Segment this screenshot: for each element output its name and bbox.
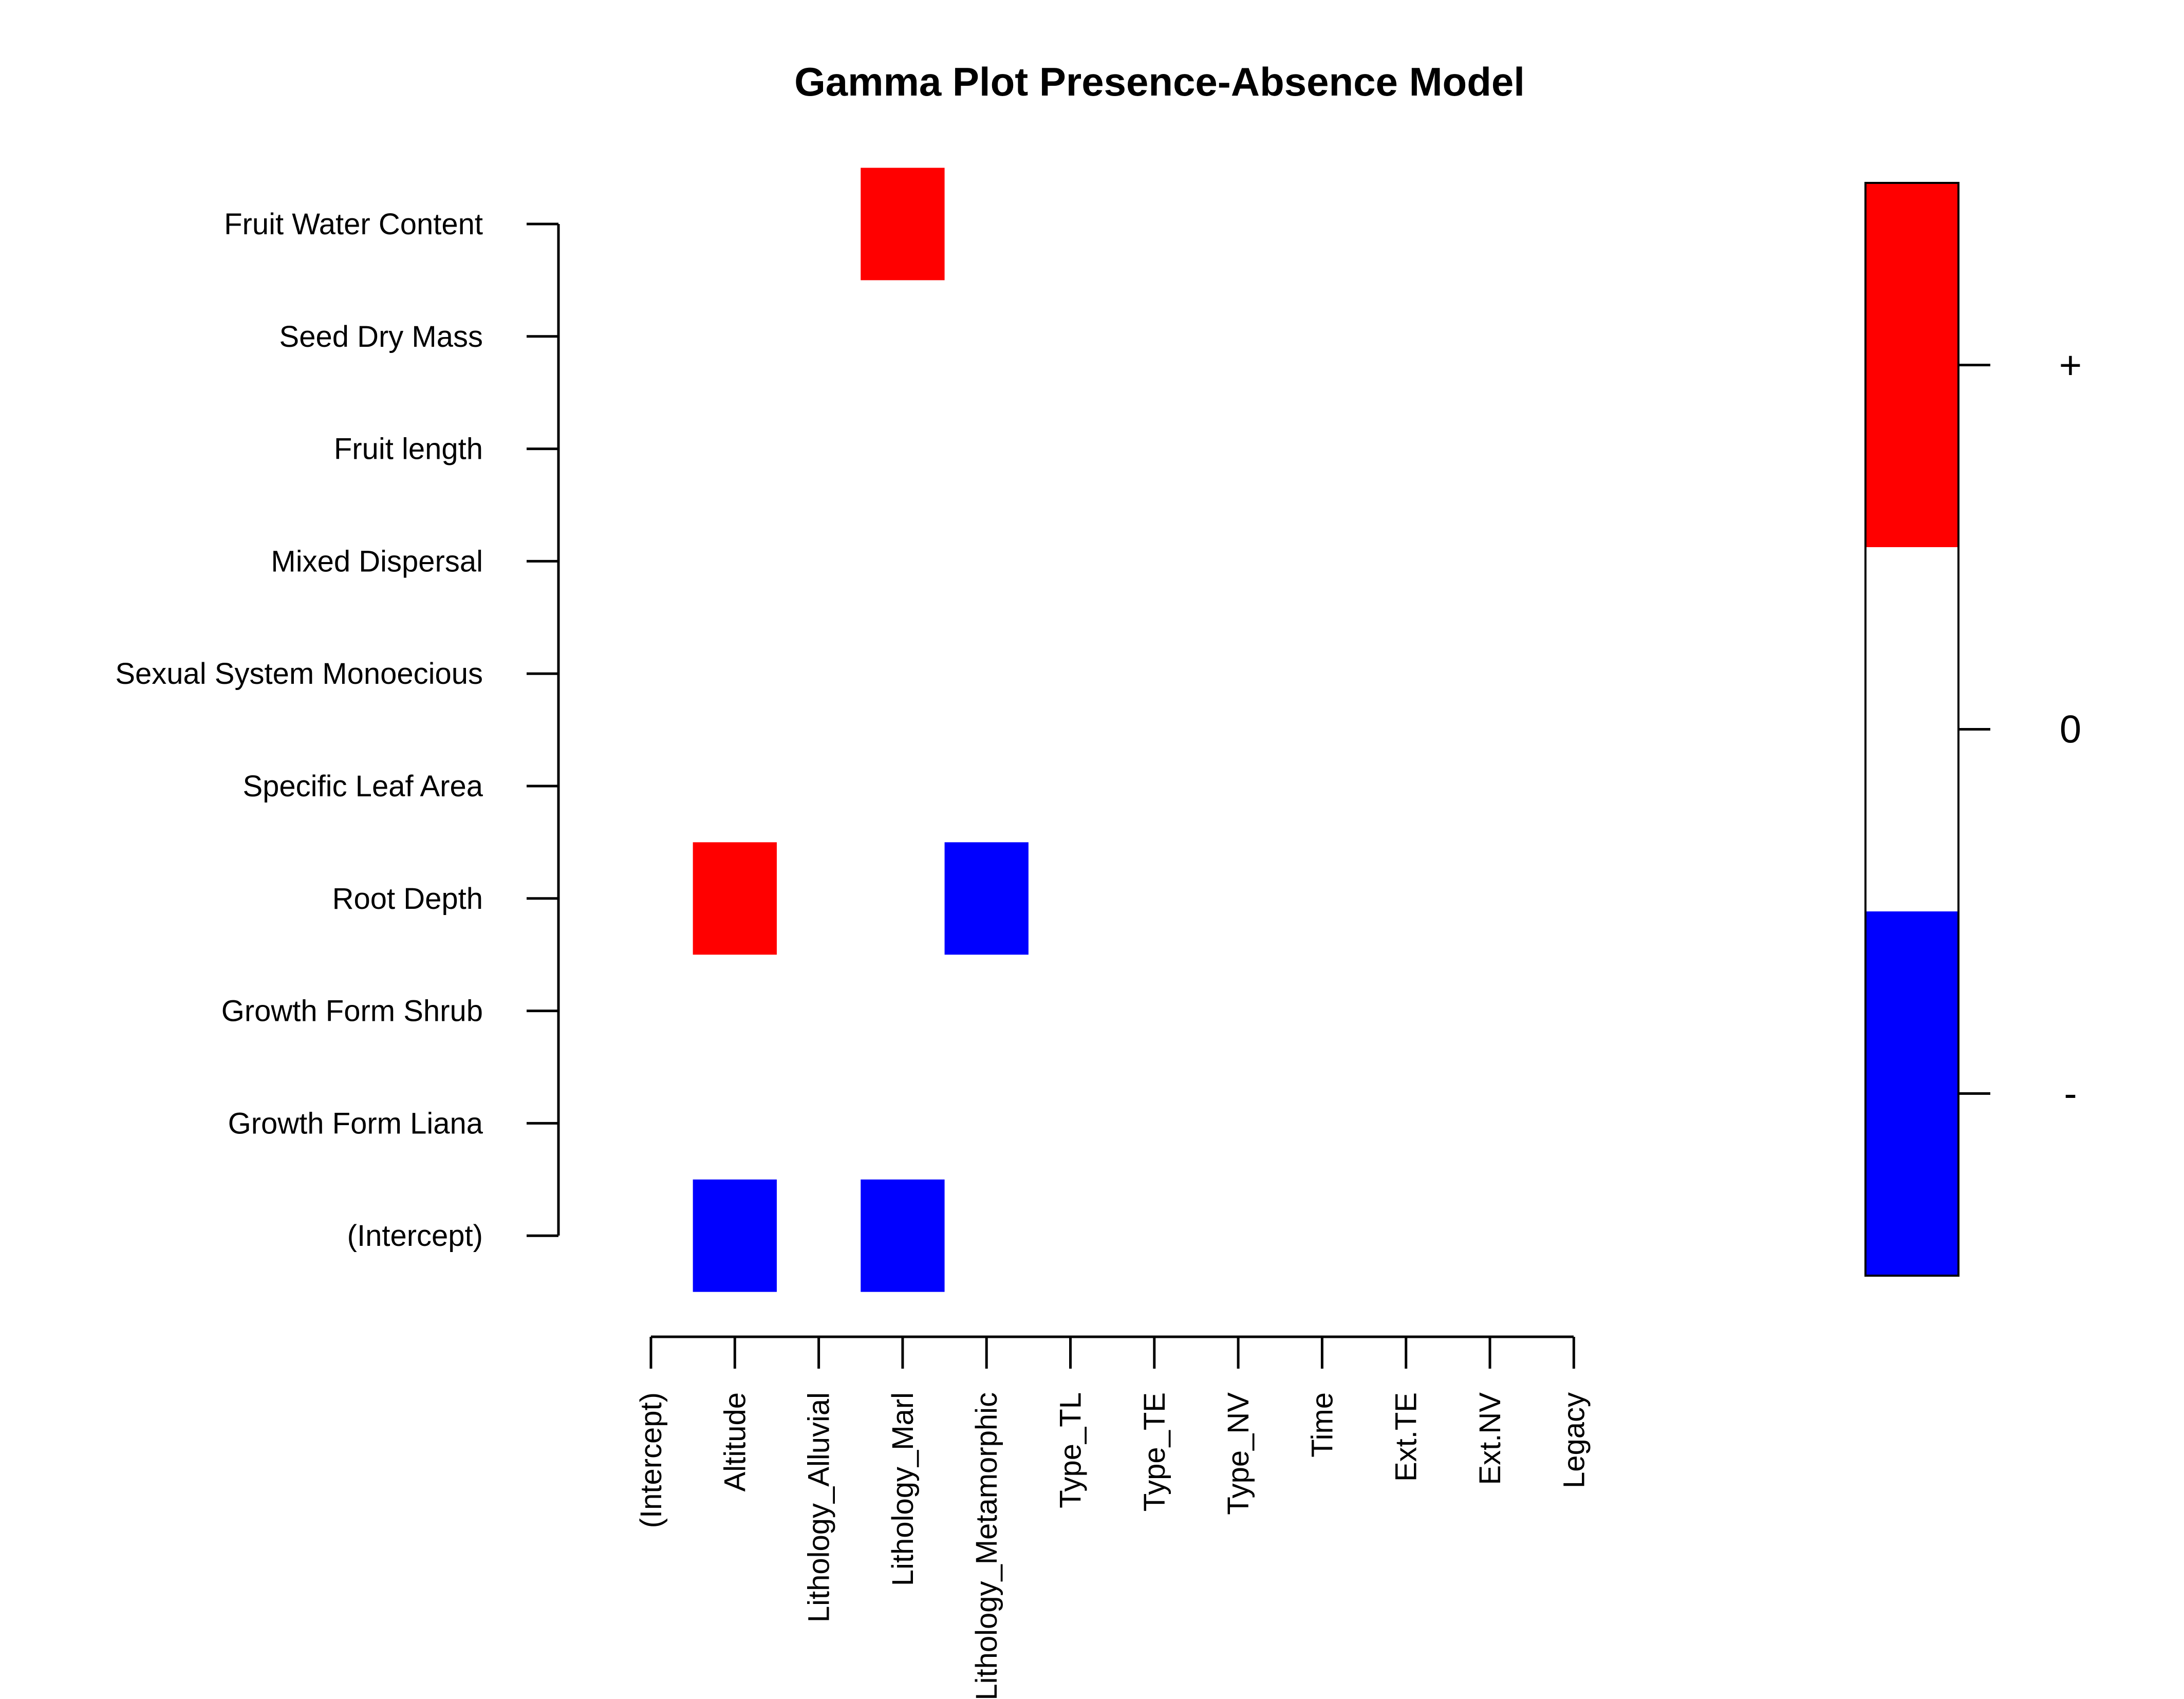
x-tick-label: Lithology_Alluvial [802, 1392, 836, 1622]
x-tick-label: Ext.TE [1390, 1392, 1423, 1482]
x-tick-label: (Intercept) [634, 1392, 668, 1528]
legend-border [1864, 182, 1959, 1277]
x-tick-label: Type_TE [1138, 1392, 1171, 1511]
legend-label: - [2064, 1072, 2077, 1116]
x-tick-label: Time [1305, 1392, 1339, 1458]
y-tick-label: Fruit Water Content [224, 208, 483, 241]
y-tick-label: (Intercept) [347, 1219, 483, 1253]
color-legend: +0 - [1864, 182, 2082, 1277]
x-tick-label: Lithology_Metamorphic [970, 1392, 1003, 1699]
heatmap-cell [944, 842, 1029, 955]
heatmap-cell [861, 167, 945, 281]
y-tick-label: Seed Dry Mass [279, 320, 483, 353]
chart-title: Gamma Plot Presence-Absence Model [794, 59, 1525, 104]
x-tick-label: Ext.NV [1473, 1392, 1507, 1485]
legend-swatch [1865, 183, 1958, 547]
legend-label: + [2059, 344, 2082, 387]
y-tick-label: Specific Leaf Area [242, 770, 483, 803]
legend-swatch [1865, 911, 1958, 1276]
x-tick-label: Type_NV [1222, 1392, 1255, 1515]
x-axis: (Intercept) Altitude Lithology_Alluvial Lit… [634, 1335, 1591, 1699]
x-tick-label: Lithology_Marl [886, 1392, 920, 1586]
heatmap-cells [693, 167, 1029, 1292]
x-tick-label: Altitude [718, 1392, 752, 1491]
x-tick-label: Type_TL [1054, 1392, 1088, 1508]
y-tick-label: Sexual System Monoecious [115, 657, 483, 690]
y-tick-label: Growth Form Liana [228, 1107, 483, 1140]
x-tick-label: Legacy [1557, 1392, 1591, 1488]
y-tick-label: Fruit length [334, 433, 483, 466]
legend-swatch [1865, 547, 1958, 911]
legend-label: 0 [2060, 708, 2081, 752]
y-tick-label: Mixed Dispersal [271, 545, 483, 578]
y-tick-label: Root Depth [332, 882, 483, 916]
y-tick-label: Growth Form Shrub [221, 995, 483, 1028]
heatmap-cell [693, 842, 777, 955]
heatmap-cell [861, 1179, 945, 1292]
y-axis: Fruit Water Content Seed Dry Mass Fruit le… [115, 208, 560, 1253]
heatmap-cell [693, 1179, 777, 1292]
